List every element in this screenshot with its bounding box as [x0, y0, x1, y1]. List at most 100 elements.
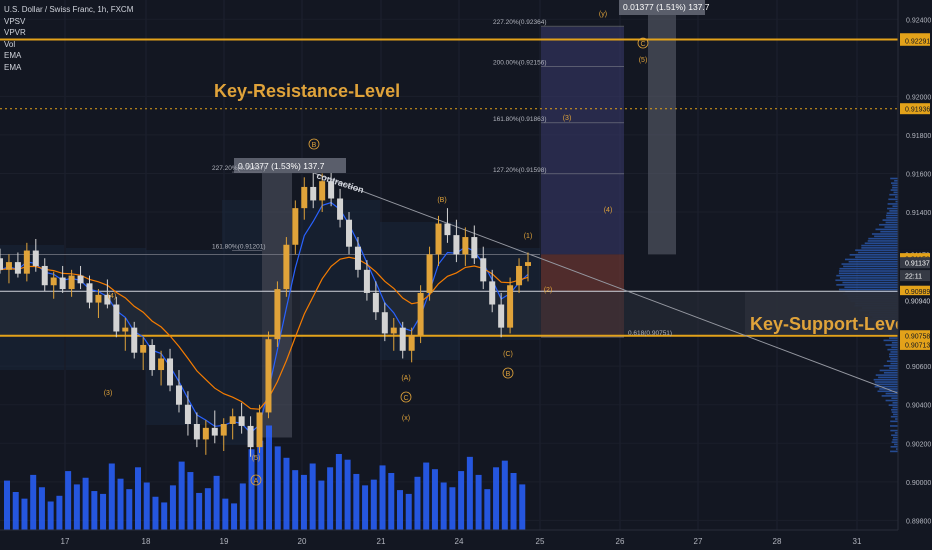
- wave-label: (A): [401, 375, 410, 382]
- candle-body: [319, 181, 326, 201]
- indicator-vol[interactable]: Vol: [4, 39, 16, 49]
- volume-profile-bar: [858, 251, 898, 254]
- volume-profile-bar: [892, 406, 898, 409]
- indicator-ema-1[interactable]: EMA: [4, 51, 22, 60]
- volume-profile-bar: [864, 242, 898, 245]
- wave-label: B: [312, 142, 317, 149]
- volume-bar: [292, 470, 299, 530]
- time-tick: 26: [616, 537, 625, 546]
- candle-body: [247, 425, 254, 448]
- candle-body: [310, 186, 317, 201]
- volume-profile-bar: [874, 381, 898, 383]
- volume-profile-bar: [889, 337, 898, 339]
- candle-body: [274, 289, 281, 340]
- volume-profile-bar: [890, 358, 898, 360]
- candle-body: [5, 262, 12, 270]
- wave-label: (x): [402, 415, 410, 422]
- candle-body: [372, 292, 379, 313]
- indicator-ema-2[interactable]: EMA: [4, 62, 22, 72]
- candle-body: [175, 385, 182, 405]
- candle-body: [480, 258, 487, 282]
- candle-body: [283, 244, 290, 290]
- contraction-trendline: [304, 169, 899, 394]
- time-tick: 27: [694, 537, 703, 546]
- price-label: 0.90989: [905, 289, 930, 296]
- price-axis: 0.92400 0.92000 0.91800 0.91600 0.91400 0.906…: [897, 0, 932, 550]
- volume-profile-bar: [887, 207, 898, 210]
- candle-body: [77, 275, 84, 284]
- measure-label-right: 0.01377 (1.51%) 137.7: [623, 2, 710, 12]
- volume-profile-bar: [867, 240, 898, 242]
- time-tick: 31: [853, 537, 862, 546]
- volume-profile-bar: [891, 411, 898, 413]
- volume-profile-bar: [889, 367, 898, 369]
- volume-profile-bar: [890, 362, 898, 365]
- volume-profile-bar: [890, 445, 898, 448]
- price-label-bg: [900, 103, 930, 115]
- volume-profile-bar: [836, 284, 898, 286]
- indicator-vpsv[interactable]: VPSV: [4, 16, 26, 26]
- candle-body: [462, 237, 469, 255]
- candle-body: [381, 312, 388, 334]
- volume-profile-bar: [887, 348, 898, 351]
- fib-label: 227.20%(0.92364): [493, 19, 547, 26]
- time-tick: 17: [61, 537, 70, 546]
- candle-body: [14, 262, 21, 274]
- volume-profile-bar: [855, 249, 898, 251]
- time-tick: 25: [536, 537, 545, 546]
- candle-body: [167, 358, 174, 386]
- candle-body: [337, 198, 344, 220]
- candle-body: [435, 223, 442, 255]
- time-axis-bg: [0, 530, 932, 550]
- price-label-bg: [900, 330, 930, 342]
- volume-bar: [458, 471, 465, 530]
- volume-profile-bar: [891, 434, 898, 437]
- volume-bar: [283, 457, 290, 530]
- price-tick: 0.91400: [906, 210, 931, 217]
- wave-label: (3): [563, 115, 572, 122]
- volume-bar: [300, 474, 307, 530]
- volume-profile-bar: [890, 415, 898, 418]
- volume-bar: [161, 502, 168, 530]
- volume-profile-bar: [885, 214, 898, 217]
- candle-body: [229, 416, 236, 424]
- volume-profile-bar: [875, 228, 898, 231]
- wave-label: (4): [604, 207, 613, 214]
- chart-legend: U.S. Dollar / Swiss Franc, 1h, FXCM VPSV…: [4, 4, 133, 73]
- volume-bar: [510, 473, 517, 530]
- volume-bar: [405, 493, 412, 530]
- volume-profile-bar: [885, 392, 898, 395]
- candle-body: [184, 404, 191, 424]
- wave-label: (y): [599, 11, 607, 18]
- volume-profile-bar: [889, 210, 898, 212]
- volume-bar: [73, 484, 80, 530]
- volume-bar: [266, 425, 272, 530]
- volume-profile-bar: [838, 272, 898, 275]
- time-tick: 19: [220, 537, 229, 546]
- price-label: 0.91936: [905, 107, 930, 114]
- candle-body: [525, 262, 531, 266]
- candle-body: [354, 246, 361, 270]
- volume-profile-bar: [881, 395, 898, 397]
- price-tick: 0.91800: [906, 133, 931, 140]
- time-tick: 20: [298, 537, 307, 546]
- candle-body: [202, 427, 209, 440]
- volume-profile-bar: [882, 219, 898, 221]
- ema-slow-line: [0, 256, 529, 410]
- candle-body: [104, 294, 111, 305]
- volume-bars: [4, 425, 526, 530]
- volume-bar: [248, 449, 255, 530]
- price-tick: 0.90200: [906, 441, 931, 448]
- price-label: 0.91137: [905, 261, 930, 268]
- volume-profile-bar: [843, 265, 898, 268]
- candle-body: [238, 416, 245, 426]
- indicator-vpvr[interactable]: VPVR: [4, 28, 26, 37]
- price-label: 22:11: [905, 274, 922, 281]
- price-label-bg: [900, 34, 930, 46]
- measure-label-left: 0.01377 (1.53%) 137.7: [238, 161, 325, 171]
- fib-label: 161.80%(0.91201): [212, 243, 266, 250]
- volume-profile-bar: [891, 182, 898, 184]
- wave-label: (3): [104, 390, 113, 397]
- volume-profile-bar: [892, 184, 898, 187]
